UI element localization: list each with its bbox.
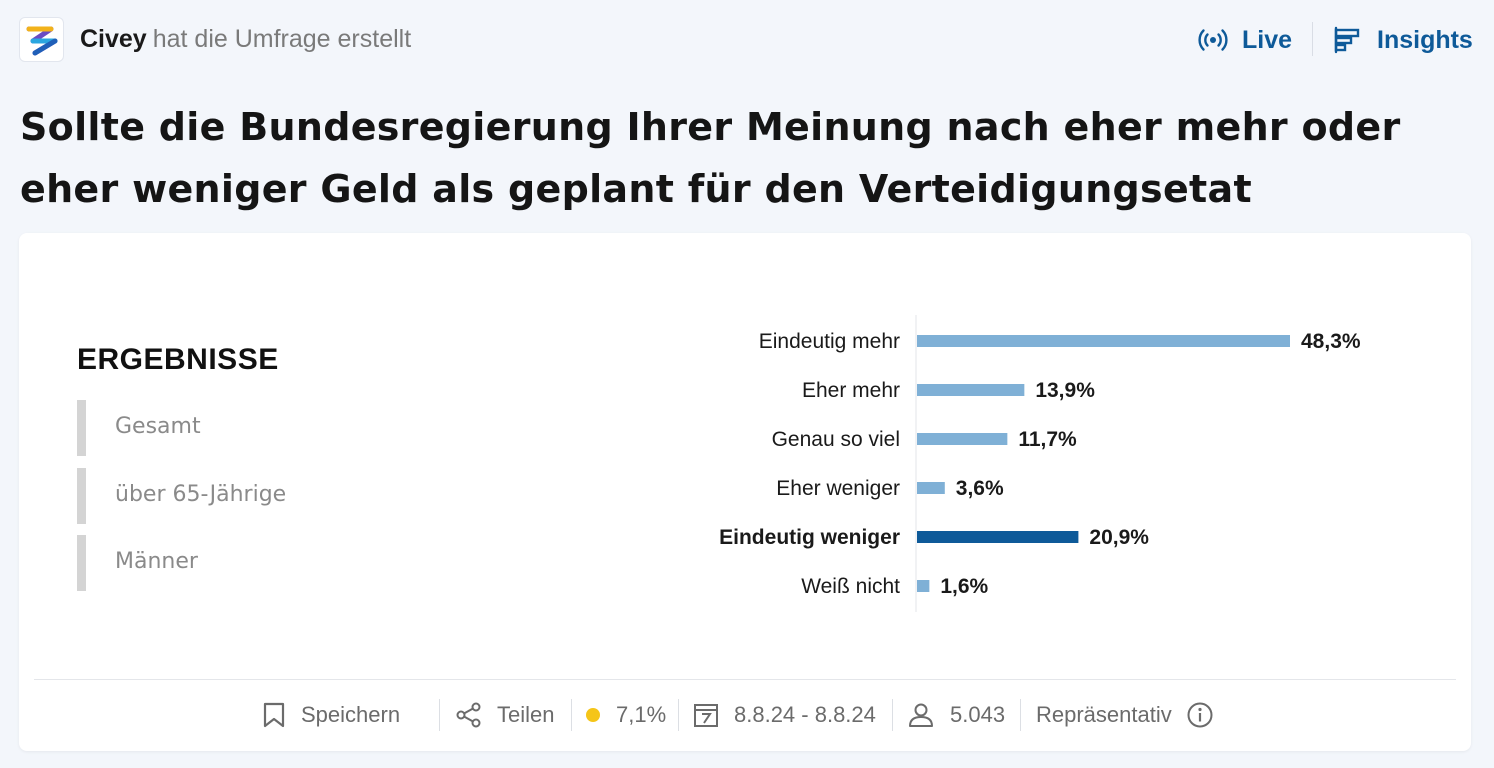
bookmark-icon — [263, 702, 285, 728]
footer-separator — [571, 699, 572, 731]
save-label: Speichern — [301, 702, 401, 727]
creator-name[interactable]: Civey — [80, 25, 147, 53]
footer-separator — [439, 699, 440, 731]
share-icon — [456, 702, 481, 728]
card-footer: Speichern Teilen 7,1% 8.8.24 - 8.8.2 — [19, 695, 1471, 735]
margin-of-error[interactable]: 7,1% — [586, 695, 666, 735]
category-label: Genau so viel — [772, 428, 900, 451]
tab-indicator — [77, 400, 86, 456]
footer-separator — [678, 699, 679, 731]
footer-separator — [892, 699, 893, 731]
tab-maenner[interactable]: Männer — [77, 535, 437, 591]
tab-label: Gesamt — [115, 414, 201, 439]
save-button[interactable]: Speichern — [261, 695, 400, 735]
civey-logo[interactable] — [19, 17, 64, 62]
respondents-value: 5.043 — [950, 702, 1006, 727]
representative-label: Repräsentativ — [1036, 702, 1172, 727]
footer-separator — [1020, 699, 1021, 731]
insights-chart-icon — [1334, 26, 1360, 54]
live-label: Live — [1242, 25, 1293, 54]
bar — [917, 433, 1008, 445]
representative-info[interactable]: Repräsentativ — [1036, 695, 1228, 735]
bar — [917, 384, 1025, 396]
tab-label: Männer — [115, 549, 198, 574]
category-label: Weiß nicht — [801, 575, 900, 598]
value-label: 3,6% — [956, 477, 1004, 500]
value-label: 1,6% — [940, 575, 988, 598]
bar — [917, 531, 1079, 543]
category-label: Eher mehr — [802, 379, 900, 402]
live-broadcast-icon — [1198, 29, 1228, 51]
share-label: Teilen — [497, 702, 555, 727]
value-label: 48,3% — [1301, 330, 1361, 353]
poll-question: Sollte die Bundesregierung Ihrer Meinung… — [20, 105, 1401, 273]
tab-label: über 65-Jährige — [115, 482, 287, 507]
live-link[interactable]: Live — [1198, 22, 1292, 58]
creator-byline-text: hat die Umfrage erstellt — [152, 25, 412, 53]
insights-link[interactable]: Insights — [1333, 22, 1473, 58]
creator-byline: Civey hat die Umfrage erstellt — [80, 24, 411, 54]
civey-logo-icon — [26, 26, 57, 55]
date-range: 8.8.24 - 8.8.24 — [734, 702, 876, 727]
results-bar-chart: Eindeutig mehr 48,3% Eher mehr 13,9% Genau s… — [719, 315, 1361, 612]
share-button[interactable]: Teilen — [455, 695, 554, 735]
tab-indicator — [77, 535, 86, 591]
header-divider — [1312, 22, 1313, 56]
bar — [917, 580, 930, 592]
survey-period: 8.8.24 - 8.8.24 — [692, 695, 876, 735]
results-title: ERGEBNISSE — [77, 343, 279, 376]
category-label: Eindeutig weniger — [719, 526, 900, 549]
results-card: ERGEBNISSE Gesamt über 65-Jährige Männer… — [19, 233, 1471, 751]
tab-ueber-65-jaehrige[interactable]: über 65-Jährige — [77, 468, 437, 524]
margin-of-error-value: 7,1% — [616, 702, 667, 727]
value-label: 13,9% — [1035, 379, 1095, 402]
insights-label: Insights — [1377, 25, 1473, 54]
person-icon — [909, 703, 933, 727]
respondent-count: 5.043 — [906, 695, 1005, 735]
tab-indicator — [77, 468, 86, 524]
footer-divider — [34, 679, 1456, 680]
value-label: 11,7% — [1018, 428, 1077, 451]
category-label: Eindeutig mehr — [759, 330, 900, 353]
page-header: Civey hat die Umfrage erstellt Live Insig… — [0, 0, 1494, 80]
info-icon — [1187, 702, 1213, 728]
calendar-icon — [694, 704, 718, 727]
status-dot — [586, 708, 600, 722]
bar — [917, 482, 945, 494]
bar — [917, 335, 1290, 347]
value-label: 20,9% — [1089, 526, 1149, 549]
tab-gesamt[interactable]: Gesamt — [77, 400, 437, 456]
category-label: Eher weniger — [776, 477, 900, 500]
